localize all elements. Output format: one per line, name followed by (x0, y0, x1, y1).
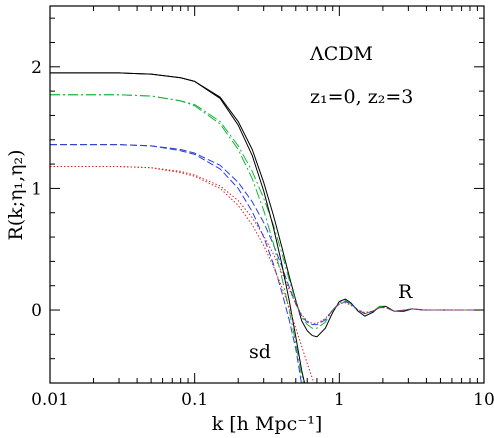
tick-labels-layer: 0.01 0.1 1 10 0 1 2 (31, 58, 494, 410)
series-line-r-dash-dot-1 (50, 94, 484, 329)
model-annotation: ΛCDM (309, 43, 373, 65)
series-line-sd-dotted-7 (50, 166, 315, 383)
r-curve-label: R (398, 281, 413, 303)
series-line-sd-dash-dot-5 (50, 94, 304, 383)
x-tick-label: 10 (473, 390, 494, 410)
y-tick-label: 1 (31, 179, 42, 199)
y-tick-label: 0 (31, 301, 42, 321)
ticks-layer (49, 6, 485, 384)
y-tick-label: 2 (31, 58, 42, 78)
x-tick-label: 0.01 (31, 390, 69, 410)
sd-curve-label: sd (249, 341, 271, 363)
plot-frame (49, 5, 485, 384)
redshift-annotation: z₁=0, z₂=3 (310, 86, 413, 108)
series-line-sd-solid-4 (50, 72, 306, 383)
x-axis-title: k [h Mpc⁻¹] (212, 413, 323, 435)
x-tick-label: 1 (334, 390, 345, 410)
series-line-sd-dashed-6 (50, 144, 302, 383)
x-tick-label: 0.1 (181, 390, 208, 410)
series-layer (50, 72, 484, 383)
y-axis-title: R(k;η₁,η₂) (5, 149, 27, 240)
series-line-r-dashed-2 (50, 144, 484, 326)
